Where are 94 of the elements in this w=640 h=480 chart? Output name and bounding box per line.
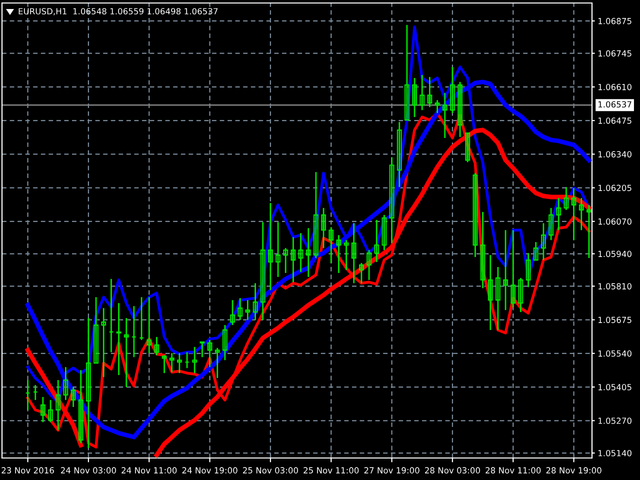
candlestick <box>351 222 356 284</box>
y-tick-label: 1.05940 <box>598 250 632 258</box>
candlestick <box>533 241 538 261</box>
candlestick <box>306 227 311 278</box>
candlestick <box>488 254 493 331</box>
candlestick <box>238 297 243 321</box>
candlestick <box>328 226 334 264</box>
candlestick <box>344 239 349 271</box>
candlestick <box>252 282 258 321</box>
candlestick <box>510 229 516 308</box>
y-tick-label: 1.05810 <box>598 283 632 290</box>
candlestick <box>70 386 76 408</box>
x-tick-label: 28 Nov 19:00 <box>546 467 602 474</box>
candlestick <box>450 66 455 114</box>
candlestick <box>434 99 440 114</box>
candlestick <box>458 81 462 138</box>
candlestick <box>366 249 372 281</box>
candlestick <box>548 207 554 241</box>
candlestick <box>389 156 394 244</box>
candlestick <box>101 307 106 378</box>
candlestick <box>40 396 46 423</box>
candlestick <box>169 352 174 373</box>
candlestick <box>396 121 402 188</box>
x-tick-label: 25 Nov 11:00 <box>304 467 359 474</box>
candlestick <box>298 232 304 273</box>
y-tick-label: 1.06205 <box>598 184 632 192</box>
candlestick <box>78 369 84 444</box>
candlestick <box>442 92 448 139</box>
x-tick-label: 24 Nov 03:00 <box>60 467 116 474</box>
candlestick <box>480 211 486 289</box>
candlestick <box>260 221 266 321</box>
y-tick-label: 1.05405 <box>598 384 632 390</box>
candlestick <box>526 252 531 288</box>
candlestick <box>564 186 569 211</box>
candlestick <box>427 76 432 108</box>
candlestick <box>472 172 478 258</box>
candlestick <box>321 207 326 249</box>
candlestick <box>578 197 584 231</box>
candlestick <box>124 317 129 388</box>
candlestick <box>283 247 288 274</box>
candlestick <box>207 339 212 368</box>
candlestick <box>48 399 53 423</box>
y-tick-label: 1.05540 <box>598 350 632 357</box>
x-tick-label: 25 Nov 03:00 <box>242 467 298 474</box>
candlestick <box>63 366 68 401</box>
candlestick <box>276 221 280 278</box>
candlestick <box>94 296 98 364</box>
candlestick <box>518 277 524 313</box>
y-tick-label: 1.05675 <box>598 316 632 324</box>
x-tick-label: 28 Nov 11:00 <box>486 467 541 474</box>
candlestick <box>230 299 235 326</box>
y-tick-label: 1.06610 <box>598 84 632 90</box>
y-tick-label: 1.06070 <box>598 218 632 225</box>
candlestick <box>404 24 410 121</box>
candlestick <box>200 341 205 358</box>
candlestick <box>571 187 576 241</box>
candlestick <box>56 379 61 431</box>
candlestick <box>465 132 470 163</box>
candlestick <box>359 262 364 284</box>
candlestick <box>146 296 152 354</box>
y-tick-label: 1.06340 <box>598 151 632 158</box>
candlestick <box>412 77 417 118</box>
y-tick-label: 1.06745 <box>598 50 632 57</box>
candlestick <box>177 352 182 374</box>
candlestick <box>503 229 508 311</box>
x-tick-label: 27 Nov 19:00 <box>364 467 420 474</box>
ref-line-label: 1.06537 <box>598 101 632 108</box>
x-tick-label: 23 Nov 2016 <box>2 467 54 474</box>
y-tick-label: 1.06475 <box>598 118 632 124</box>
x-tick-label: 24 Nov 11:00 <box>122 467 177 474</box>
candlestick <box>222 324 228 361</box>
y-tick-label: 1.06875 <box>598 18 632 24</box>
candlestick <box>556 197 562 231</box>
candlestick <box>192 346 198 374</box>
x-tick-label: 28 Nov 03:00 <box>424 467 480 474</box>
candlestick <box>290 236 296 283</box>
candlestick <box>314 171 318 259</box>
candlestick <box>541 222 546 261</box>
candlestick <box>162 354 167 374</box>
candlestick <box>496 266 500 331</box>
y-tick-label: 1.05140 <box>598 450 632 456</box>
candlestick <box>214 347 220 379</box>
x-tick-label: 24 Nov 19:00 <box>182 467 238 474</box>
candlestick <box>86 317 91 449</box>
candlestick <box>245 299 250 321</box>
candlestick <box>154 336 160 356</box>
y-tick-label: 1.05270 <box>598 418 632 424</box>
candlestick <box>268 202 273 291</box>
candlestick <box>336 234 342 274</box>
text: EURUSD,H1 1.06548 1.06559 1.06498 1.06537 <box>18 8 218 16</box>
candlestick <box>382 214 387 251</box>
candlestick <box>374 219 380 263</box>
candlestick <box>420 74 425 111</box>
candlestick <box>116 302 122 376</box>
